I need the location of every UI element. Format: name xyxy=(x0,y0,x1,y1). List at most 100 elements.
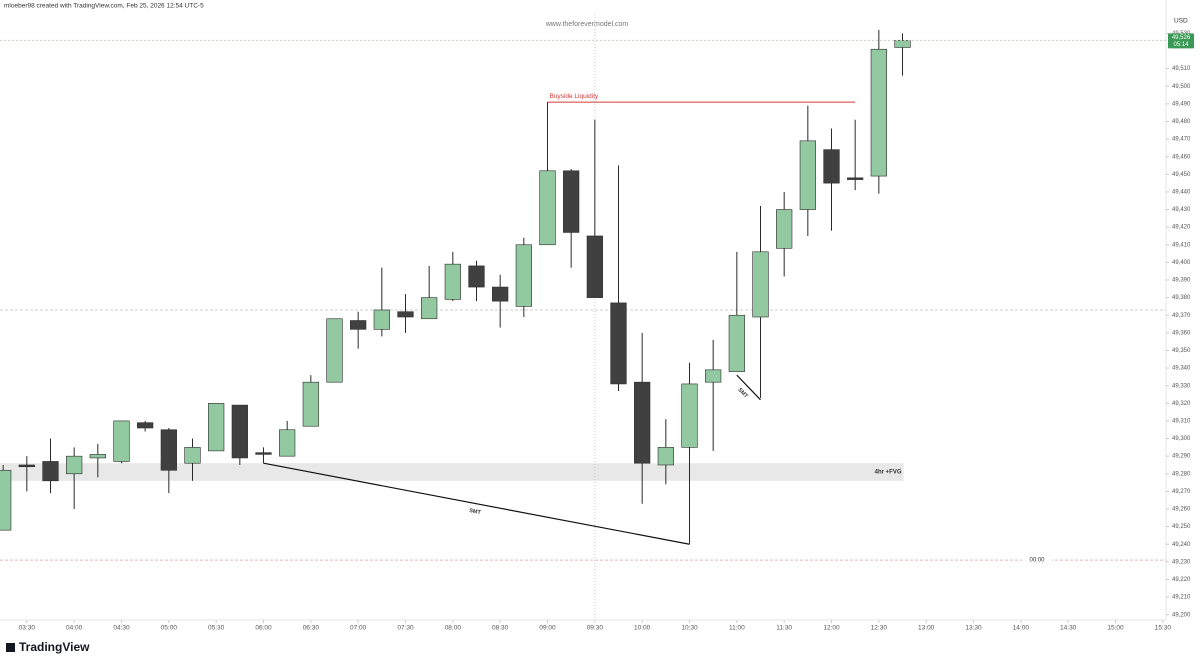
candle-body xyxy=(492,286,509,302)
brand-logo: TradingView xyxy=(6,640,90,654)
last-price-label: 49,526 xyxy=(1172,35,1191,41)
candle xyxy=(231,404,248,465)
candle-body xyxy=(799,140,816,210)
candle-body xyxy=(563,170,580,233)
x-tick-label: 11:30 xyxy=(776,625,792,632)
candle-body xyxy=(468,265,485,288)
x-tick-label: 05:00 xyxy=(161,625,178,632)
candle-body xyxy=(255,452,272,455)
countdown: 05:14 xyxy=(1173,42,1189,48)
x-tick-label: 07:00 xyxy=(350,625,367,632)
y-tick-label: 49,400 xyxy=(1172,260,1191,266)
y-tick-label: 49,290 xyxy=(1172,454,1191,460)
y-tick-label: 49,330 xyxy=(1172,383,1191,389)
candle xyxy=(89,443,106,478)
y-tick-label: 49,430 xyxy=(1172,207,1191,213)
y-tick-label: 49,240 xyxy=(1172,542,1191,548)
candle-body xyxy=(894,40,911,48)
candle-body xyxy=(776,209,793,249)
candle-body xyxy=(18,464,35,468)
y-tick-label: 49,340 xyxy=(1172,366,1191,372)
y-tick-label: 49,380 xyxy=(1172,295,1191,301)
candle xyxy=(515,237,532,317)
candle-body xyxy=(421,297,438,320)
x-tick-label: 13:00 xyxy=(918,625,935,632)
x-tick-label: 06:30 xyxy=(303,625,320,632)
candle-body xyxy=(326,318,343,383)
candle-body xyxy=(42,461,59,482)
y-tick-label: 49,410 xyxy=(1172,242,1191,248)
candle-body xyxy=(870,48,887,177)
candle-body xyxy=(705,369,722,383)
candle-body xyxy=(89,454,106,459)
y-tick-label: 49,310 xyxy=(1172,419,1191,425)
x-tick-label: 12:30 xyxy=(871,625,888,632)
candle xyxy=(42,438,59,494)
candle xyxy=(799,105,816,236)
x-tick-label: 10:00 xyxy=(634,625,651,632)
candle xyxy=(444,251,461,302)
candle-body xyxy=(113,420,130,462)
currency: USD xyxy=(1174,18,1188,25)
candle-body xyxy=(728,314,745,372)
y-tick-label: 49,500 xyxy=(1172,84,1191,90)
fvg-zone xyxy=(0,463,904,481)
y-tick-label: 49,320 xyxy=(1172,401,1191,407)
y-tick-label: 49,350 xyxy=(1172,348,1191,354)
candle xyxy=(823,128,840,231)
candle xyxy=(160,427,177,494)
candle xyxy=(66,447,83,510)
zone-label: 4hr +FVG xyxy=(875,470,902,476)
candle xyxy=(0,464,12,531)
y-tick-label: 49,460 xyxy=(1172,154,1191,160)
candle xyxy=(894,33,911,76)
candle-body xyxy=(137,422,154,429)
candle xyxy=(350,311,367,349)
y-tick-label: 49,490 xyxy=(1172,101,1191,107)
y-tick-label: 49,450 xyxy=(1172,172,1191,178)
candle xyxy=(563,169,580,268)
candle xyxy=(681,362,698,545)
candle-body xyxy=(279,429,296,457)
y-tick-label: 49,370 xyxy=(1172,313,1191,319)
x-tick-label: 11:00 xyxy=(729,625,745,632)
y-tick-label: 49,200 xyxy=(1172,612,1191,618)
x-tick-label: 06:00 xyxy=(255,625,272,632)
watermark: www.theforevermodel.com xyxy=(545,21,629,28)
x-tick-label: 15:00 xyxy=(1107,625,1124,632)
y-tick-label: 49,480 xyxy=(1172,119,1191,125)
candle xyxy=(184,438,201,481)
x-tick-label: 09:00 xyxy=(539,625,556,632)
candle-body xyxy=(160,429,177,471)
y-tick-label: 49,510 xyxy=(1172,66,1191,72)
candle xyxy=(657,419,674,485)
candle xyxy=(492,274,509,328)
candle xyxy=(634,332,651,504)
candle-body xyxy=(539,170,556,246)
candle-body xyxy=(0,469,12,531)
candle-body xyxy=(657,447,674,466)
candle-body xyxy=(350,320,367,330)
x-tick-label: 08:30 xyxy=(492,625,509,632)
candle xyxy=(705,339,722,451)
candle xyxy=(610,165,627,391)
x-tick-label: 08:00 xyxy=(445,625,462,632)
candle-body xyxy=(184,447,201,464)
x-tick-label: 05:30 xyxy=(208,625,225,632)
candle-body xyxy=(586,235,603,298)
x-tick-label: 10:30 xyxy=(681,625,698,632)
candle-body xyxy=(515,244,532,307)
candle-body xyxy=(373,309,390,330)
y-tick-label: 49,420 xyxy=(1172,225,1191,231)
y-tick-label: 49,470 xyxy=(1172,137,1191,143)
level-label-box xyxy=(1022,555,1052,566)
candle xyxy=(870,29,887,194)
x-tick-label: 15:30 xyxy=(1155,625,1172,632)
smt-label: SMT xyxy=(469,508,482,516)
candle-body xyxy=(847,177,864,180)
candle xyxy=(847,119,864,191)
candle-body xyxy=(231,404,248,459)
candle-body xyxy=(610,302,627,385)
